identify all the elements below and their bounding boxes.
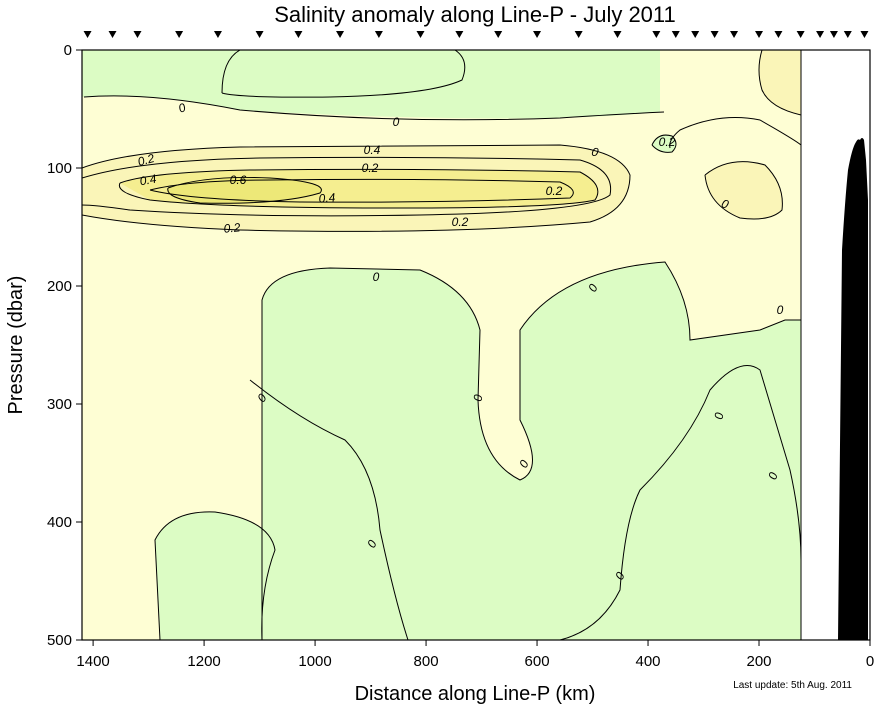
station-marker [133,31,142,38]
station-marker [829,31,838,38]
contour-label: 0 [712,411,727,420]
contour-0-right-deep [559,365,801,640]
x-axis-label: Distance along Line-P (km) [355,683,596,705]
contour-label: 0.6 [230,173,247,187]
negative-region-center [262,262,801,640]
contour-label: 0.2 [452,215,469,229]
contour-label: 0 [765,470,781,481]
contour-label: 0 [719,196,730,212]
y-axis: 0 100 200 300 400 500 [47,42,82,649]
station-marker [455,31,464,38]
station-marker [574,31,583,38]
contour-0-2-right [704,161,783,220]
x-tick-label: 600 [525,653,550,670]
station-marker [494,31,503,38]
contour-0-center [261,261,801,640]
station-marker [843,31,852,38]
station-marker [374,31,383,38]
negative-region-lower-left [155,511,275,640]
station-marker [860,31,869,38]
contour-fills [82,50,801,640]
contour-0-surface [83,95,665,121]
station-marker [108,31,117,38]
y-tick-label: 100 [47,160,72,177]
station-marker [796,31,805,38]
contour-0-mid [249,379,409,640]
contour-label: 0.2 [136,151,156,169]
station-marker [213,31,222,38]
contour-label: 0 [393,115,400,129]
contour-label: 0 [777,303,784,317]
x-tick-label: 400 [636,653,661,670]
station-marker [83,31,92,38]
contour-label: 0.4 [364,143,381,157]
x-tick-label: 1000 [298,653,331,670]
contour-label: 0.2 [659,135,676,149]
station-marker [416,31,425,38]
x-tick-label: 0 [866,653,874,670]
contour-label: 0 [373,270,380,284]
last-update-note: Last update: 5th Aug. 2011 [733,680,852,691]
positive-core-0-6 [167,177,322,204]
negative-patch-right [652,135,676,153]
station-markers [83,31,869,38]
y-tick-label: 300 [47,396,72,413]
station-marker [175,31,184,38]
contour-0-right-band [669,117,801,149]
contour-0-2-outer [82,144,631,232]
station-marker [774,31,783,38]
plot-frame [81,49,871,641]
y-tick-label: 400 [47,514,72,531]
station-marker [533,31,542,38]
y-tick-label: 500 [47,632,72,649]
contour-0-lower-left [154,511,276,640]
contour-label: 0.2 [546,184,563,198]
contour-0-4-outer [118,168,599,209]
x-tick-label: 1200 [187,653,220,670]
station-marker [294,31,303,38]
x-tick-label: 800 [414,653,439,670]
contour-label: 0 [471,393,486,402]
station-marker [816,31,825,38]
contour-0-4-inner [149,178,574,203]
x-tick-label: 1400 [76,653,109,670]
y-tick-label: 200 [47,278,72,295]
station-marker [710,31,719,38]
station-marker [613,31,622,38]
contour-neg-surface [221,50,466,98]
station-marker [336,31,345,38]
x-tick-label: 200 [746,653,771,670]
x-axis: 1400 1200 1000 800 600 400 200 0 [76,640,874,670]
station-marker [671,31,680,38]
contour-label: 0 [590,144,600,159]
station-marker [755,31,764,38]
y-axis-label: Pressure (dbar) [5,276,27,415]
contour-label: 0.4 [139,172,158,189]
contour-label: 0.2 [223,220,241,235]
y-tick-label: 0 [64,42,72,59]
contour-label: 0.4 [318,190,336,205]
contour-0-2-upper-right [758,50,801,116]
station-marker [730,31,739,38]
station-marker [652,31,661,38]
chart-title: Salinity anomaly along Line-P - July 201… [274,2,676,27]
station-marker [691,31,700,38]
contour-0-6 [167,176,322,204]
contour-0-neg-patch [651,134,677,153]
contour-label: 0 [176,100,187,116]
station-marker [255,31,264,38]
contour-lines [82,50,801,640]
positive-patch-right [705,161,783,219]
contour-0-2-inner [82,156,612,217]
bathymetry-shelf [838,138,868,640]
contour-label: 0.2 [362,161,379,175]
positive-patch-upper-right [759,50,801,115]
